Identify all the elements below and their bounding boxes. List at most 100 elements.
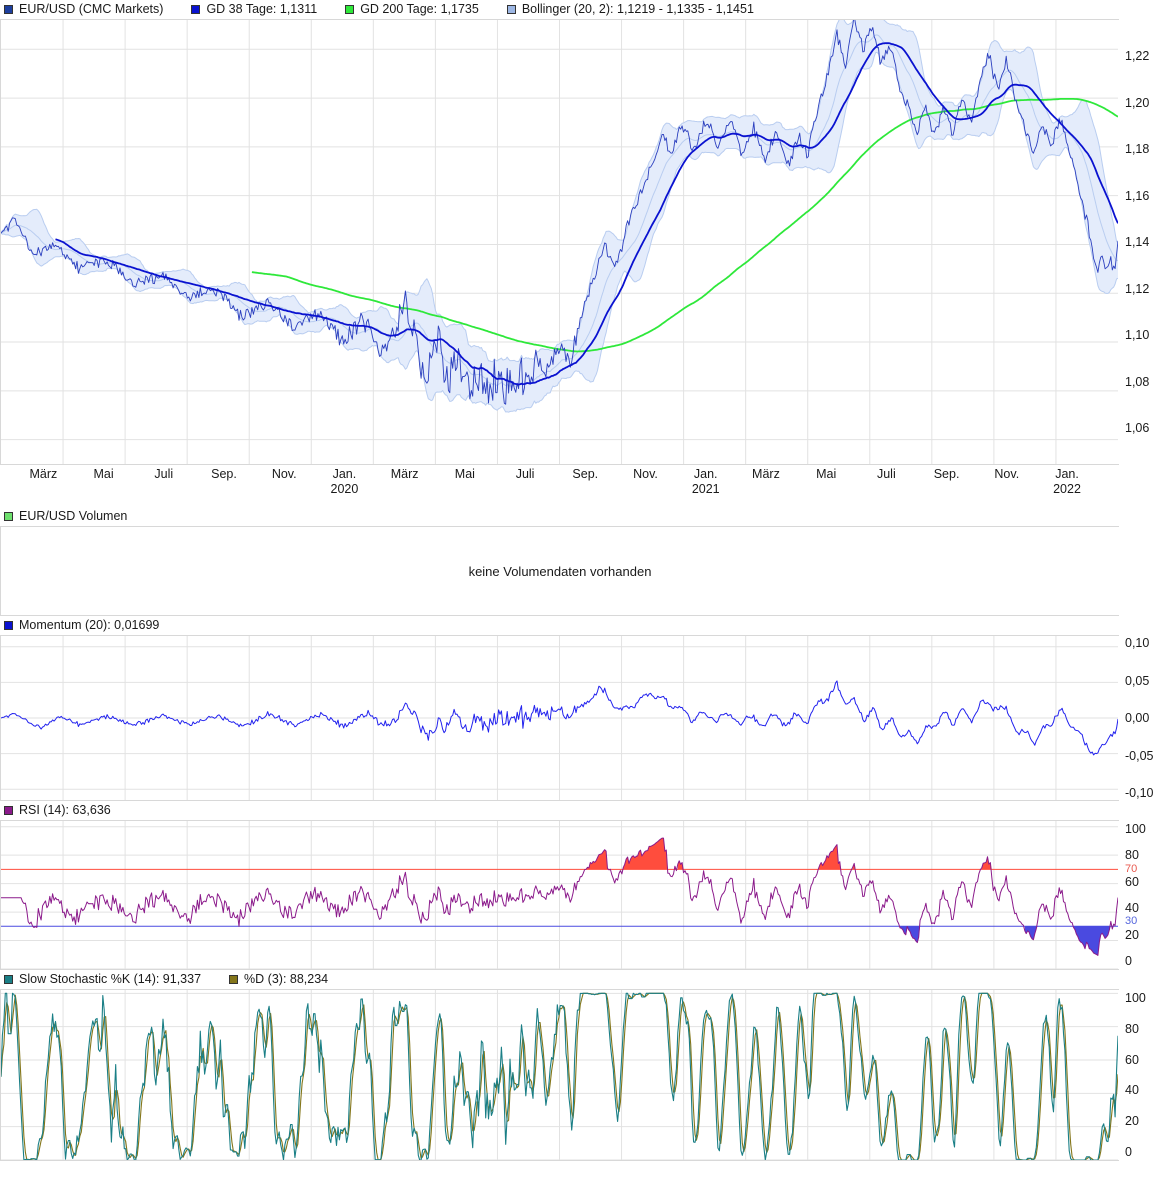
rsi-y-tick: 20 bbox=[1125, 927, 1139, 942]
stoch-legend-label: Slow Stochastic %K (14): 91,337 bbox=[19, 972, 202, 986]
price-legend-label: EUR/USD (CMC Markets) bbox=[19, 2, 164, 16]
stochastic-plot[interactable] bbox=[0, 989, 1119, 1161]
x-axis-tick-label: März bbox=[390, 467, 419, 481]
rsi-y-level-label: 70 bbox=[1125, 862, 1138, 875]
grid bbox=[1, 990, 1118, 1160]
volume-legend: EUR/USD Volumen bbox=[0, 507, 1175, 526]
grid bbox=[1, 636, 1118, 800]
stoch-y-tick: 80 bbox=[1125, 1021, 1139, 1036]
rsi-y-tick: 60 bbox=[1125, 874, 1139, 889]
bollinger-middle-line bbox=[1, 34, 1118, 387]
stoch-y-tick: 20 bbox=[1125, 1114, 1139, 1129]
volume-empty-message: keine Volumendaten vorhanden bbox=[468, 563, 652, 579]
gd38-line bbox=[55, 42, 1118, 386]
rsi-y-axis: 100 80 60 40 20 0 70 30 bbox=[1119, 820, 1175, 970]
grid bbox=[1, 20, 1118, 464]
legend-swatch-icon bbox=[191, 5, 201, 14]
volume-legend-label: EUR/USD Volumen bbox=[19, 509, 128, 523]
rsi-legend-item[interactable]: RSI (14): 63,636 bbox=[4, 804, 111, 817]
x-axis-tick-label: Jan. 2021 bbox=[691, 467, 720, 496]
price-legend-item[interactable]: Bollinger (20, 2): 1,1219 - 1,1335 - 1,1… bbox=[506, 2, 754, 16]
rsi-plot[interactable] bbox=[0, 820, 1119, 970]
price-line bbox=[1, 20, 1118, 405]
momentum-y-tick: -0,10 bbox=[1125, 786, 1154, 800]
stoch-y-tick: 100 bbox=[1125, 991, 1146, 1005]
price-panel: EUR/USD (CMC Markets) GD 38 Tage: 1,1311 G… bbox=[0, 0, 1175, 465]
price-y-tick: 1,10 bbox=[1125, 328, 1150, 342]
x-axis-tick-label: Nov. bbox=[994, 467, 1020, 481]
stochastic-y-axis: 100 80 60 40 20 0 bbox=[1119, 989, 1175, 1161]
price-y-axis: 1,22 1,20 1,18 1,16 1,14 1,12 1,10 1,08 1,06 bbox=[1119, 19, 1175, 465]
momentum-line bbox=[1, 680, 1118, 756]
x-axis-tick-label: März bbox=[752, 467, 780, 481]
volume-panel: EUR/USD Volumen keine Volumendaten vorha… bbox=[0, 507, 1175, 616]
legend-swatch-icon bbox=[229, 975, 239, 984]
stoch-y-tick: 40 bbox=[1125, 1083, 1139, 1098]
x-axis-tick-label: Sep. bbox=[572, 467, 599, 481]
price-y-tick: 1,16 bbox=[1125, 188, 1150, 203]
price-y-tick: 1,08 bbox=[1125, 374, 1150, 389]
rsi-legend-label: RSI (14): 63,636 bbox=[19, 803, 111, 817]
x-axis-tick-label: Juli bbox=[876, 467, 896, 481]
x-axis-tick-label: Nov. bbox=[633, 467, 658, 481]
rsi-y-level-label: 30 bbox=[1125, 915, 1138, 928]
stochastic-legend: Slow Stochastic %K (14): 91,337 %D (3): 8… bbox=[0, 970, 1175, 989]
bollinger-lower-line bbox=[1, 52, 1118, 413]
x-axis-tick-label: Mai bbox=[454, 467, 475, 481]
rsi-y-tick: 40 bbox=[1125, 901, 1139, 916]
legend-swatch-icon bbox=[4, 975, 13, 984]
x-axis-tick-label: Juli bbox=[515, 467, 535, 481]
price-legend-item[interactable]: GD 38 Tage: 1,1311 bbox=[191, 3, 317, 16]
price-legend-item[interactable]: EUR/USD (CMC Markets) bbox=[4, 3, 163, 16]
legend-swatch-icon bbox=[4, 5, 13, 14]
stoch-legend-label: %D (3): 88,234 bbox=[244, 972, 329, 986]
momentum-plot[interactable] bbox=[0, 635, 1119, 801]
stoch-legend-item[interactable]: Slow Stochastic %K (14): 91,337 bbox=[4, 973, 201, 986]
momentum-legend-item[interactable]: Momentum (20): 0,01699 bbox=[4, 619, 159, 632]
legend-swatch-icon bbox=[4, 806, 13, 815]
momentum-legend: Momentum (20): 0,01699 bbox=[0, 616, 1175, 635]
grid bbox=[1, 821, 1118, 969]
momentum-y-tick: -0,05 bbox=[1125, 748, 1154, 763]
legend-swatch-icon bbox=[4, 621, 13, 630]
volume-legend-item[interactable]: EUR/USD Volumen bbox=[4, 510, 127, 523]
stoch-legend-item[interactable]: %D (3): 88,234 bbox=[229, 973, 328, 986]
rsi-panel: RSI (14): 63,636 100 80 60 40 20 0 70 30 bbox=[0, 801, 1175, 970]
momentum-y-axis: 0,10 0,05 0,00 -0,05 -0,10 bbox=[1119, 635, 1175, 801]
price-legend-label: Bollinger (20, 2): 1,1219 - 1,1335 - 1,1… bbox=[521, 2, 754, 16]
x-axis-tick-label: März bbox=[29, 467, 58, 481]
legend-swatch-icon bbox=[506, 5, 516, 14]
price-y-tick: 1,22 bbox=[1125, 49, 1150, 63]
momentum-legend-label: Momentum (20): 0,01699 bbox=[19, 618, 160, 632]
price-y-tick: 1,14 bbox=[1125, 235, 1150, 249]
momentum-panel: Momentum (20): 0,01699 0,10 0,05 0,00 -0,05… bbox=[0, 616, 1175, 801]
price-legend-label: GD 38 Tage: 1,1311 bbox=[206, 2, 318, 16]
x-axis-tick-label: Sep. bbox=[211, 467, 237, 481]
rsi-line bbox=[1, 837, 1118, 956]
price-legend-item[interactable]: GD 200 Tage: 1,1735 bbox=[345, 3, 479, 16]
price-legend: EUR/USD (CMC Markets) GD 38 Tage: 1,1311 G… bbox=[0, 0, 1175, 19]
price-plot[interactable] bbox=[0, 19, 1119, 465]
stochastic-panel: Slow Stochastic %K (14): 91,337 %D (3): 8… bbox=[0, 970, 1175, 1161]
price-y-tick: 1,12 bbox=[1125, 281, 1150, 296]
volume-plot[interactable]: keine Volumendaten vorhanden bbox=[0, 526, 1119, 616]
rsi-y-tick: 80 bbox=[1125, 848, 1139, 863]
stoch-y-tick: 60 bbox=[1125, 1052, 1139, 1067]
x-axis-tick-label: Sep. bbox=[933, 467, 960, 481]
stochastic-k-line bbox=[1, 992, 1118, 1160]
bollinger-upper-line bbox=[1, 20, 1118, 363]
stoch-y-tick: 0 bbox=[1125, 1145, 1132, 1159]
momentum-y-tick: 0,05 bbox=[1125, 673, 1150, 688]
x-axis-tick-label: Mai bbox=[816, 467, 837, 481]
momentum-y-tick: 0,00 bbox=[1125, 711, 1150, 725]
x-axis-tick-label: Jan. 2020 bbox=[330, 467, 359, 496]
x-axis-tick-label: Jan. 2022 bbox=[1053, 467, 1081, 496]
price-legend-label: GD 200 Tage: 1,1735 bbox=[360, 2, 479, 16]
price-y-tick: 1,20 bbox=[1125, 95, 1150, 110]
x-axis-tick-label: Nov. bbox=[271, 467, 297, 481]
price-y-tick: 1,18 bbox=[1125, 142, 1150, 156]
rsi-overbought-fill bbox=[586, 838, 992, 870]
x-axis: März Mai Juli Sep. Nov. Jan. 2020 März Mai Juli Se… bbox=[0, 465, 1119, 507]
rsi-y-tick: 100 bbox=[1125, 822, 1146, 836]
legend-swatch-icon bbox=[4, 512, 13, 521]
